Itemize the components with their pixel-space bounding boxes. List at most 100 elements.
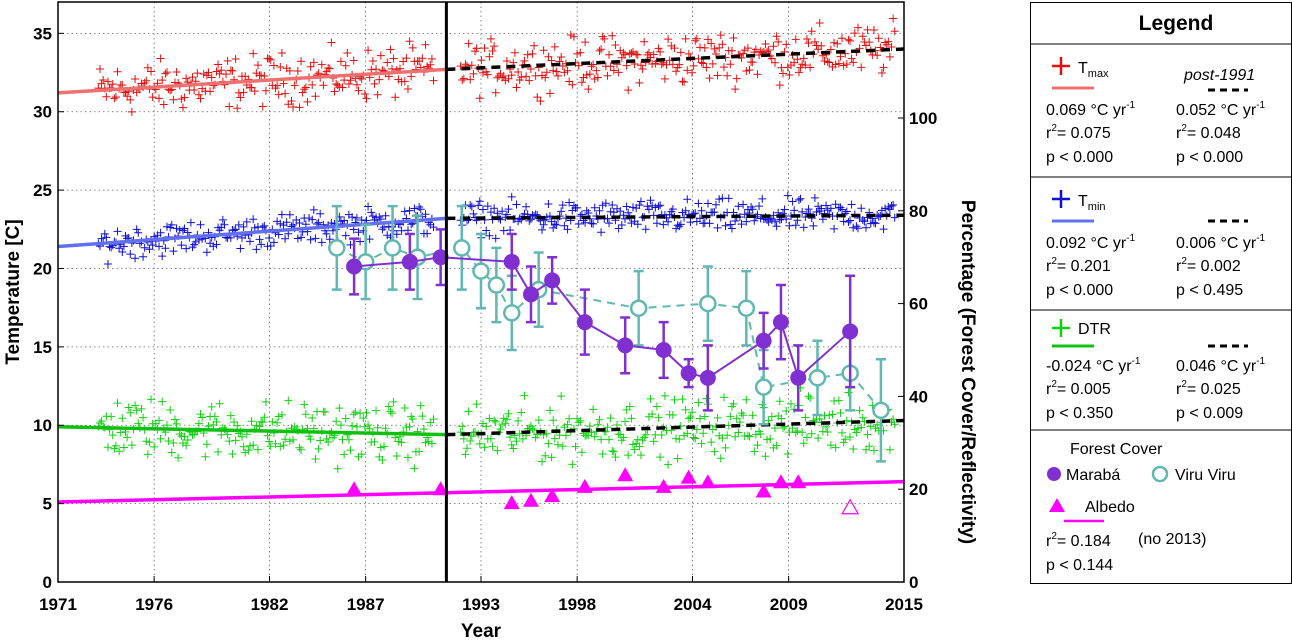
- tmax-point: [584, 85, 593, 94]
- tmax-point: [239, 88, 248, 97]
- tmax-point: [587, 62, 596, 71]
- tmax-point: [793, 55, 802, 64]
- tmax-point: [225, 102, 234, 111]
- dtr-point: [198, 413, 207, 422]
- x-tick-label: 1998: [558, 595, 596, 614]
- dtr-point: [520, 391, 529, 400]
- tmin-point: [490, 204, 499, 213]
- dtr-point: [606, 414, 615, 423]
- tmax-point: [633, 50, 642, 59]
- tmin-point: [826, 204, 835, 213]
- dtr-point: [739, 411, 748, 420]
- tmax-point: [600, 34, 609, 43]
- dtr-point: [684, 414, 693, 423]
- tmin-point: [285, 210, 294, 219]
- dtr-point: [565, 414, 574, 423]
- viru-viru-point: [629, 299, 648, 317]
- tmin-point: [879, 225, 888, 234]
- dtr-point: [699, 429, 708, 438]
- y-tick-label: 25: [33, 181, 52, 200]
- tmax-point: [343, 48, 352, 57]
- tmax-point: [362, 94, 371, 103]
- tmax-point: [514, 68, 523, 77]
- tmin-point: [860, 217, 869, 226]
- dtr-point: [542, 429, 551, 438]
- tmax-point: [719, 63, 728, 72]
- albedo-point: [790, 474, 807, 489]
- tmin-point: [831, 200, 840, 209]
- dtr-point: [426, 418, 435, 427]
- tmax-point: [327, 38, 336, 47]
- dtr-point: [333, 464, 342, 473]
- tmax-point: [258, 102, 267, 111]
- tmin-point: [715, 195, 724, 204]
- dtr-point: [405, 422, 414, 431]
- albedo-point: [503, 495, 520, 510]
- tmin-point: [836, 203, 845, 212]
- dtr-point: [480, 443, 489, 452]
- tmin-point: [798, 207, 807, 216]
- dtr-point: [403, 453, 412, 462]
- tmin-r2-pre: r2= 0.201: [1046, 256, 1111, 275]
- tmax-point: [707, 39, 716, 48]
- tmin-point: [218, 215, 227, 224]
- tmax-point: [346, 76, 355, 85]
- viru-viru-point: [383, 239, 402, 257]
- dtr-p-post: p < 0.009: [1176, 405, 1243, 422]
- tmin-point: [282, 218, 291, 227]
- dtr-point: [826, 441, 835, 450]
- tmin-point: [668, 205, 677, 214]
- tmax-point: [293, 66, 302, 75]
- dtr-point: [142, 437, 151, 446]
- dtr-point: [688, 408, 697, 417]
- tmax-point: [657, 60, 666, 69]
- viru-viru-line: [336, 246, 882, 411]
- tmax-point: [403, 85, 412, 94]
- tmin-point: [739, 200, 748, 209]
- dtr-point: [316, 436, 325, 445]
- tmax-point: [265, 54, 274, 63]
- tmax-point: [742, 66, 751, 75]
- tmin-point: [266, 242, 275, 251]
- tmin-point: [621, 214, 630, 223]
- y-right-tick-label: 20: [909, 480, 928, 499]
- tmin-point: [140, 243, 149, 252]
- dtr-point: [238, 432, 247, 441]
- dtr-point: [737, 409, 746, 418]
- tmax-point: [801, 61, 810, 70]
- dtr-point: [344, 435, 353, 444]
- tmax-point: [740, 46, 749, 55]
- tmin-point: [381, 211, 390, 220]
- tmax-point: [399, 57, 408, 66]
- tmin-point: [641, 225, 650, 234]
- tmin-point: [311, 234, 320, 243]
- dtr-point: [364, 420, 373, 429]
- tmax-point: [823, 57, 832, 66]
- viru-viru-point: [472, 262, 490, 280]
- tmin-r2-post: r2= 0.002: [1176, 256, 1241, 275]
- tmax-point: [429, 76, 438, 85]
- dtr-point: [158, 397, 167, 406]
- tmax-point: [352, 80, 361, 89]
- tmax-point: [767, 54, 776, 63]
- trend-lines: [57, 47, 905, 504]
- tmin-point: [648, 201, 657, 210]
- tmin-point: [731, 217, 740, 226]
- legend-frame: [1030, 2, 1292, 584]
- dtr-point: [885, 445, 894, 454]
- tmin-point: [522, 202, 531, 211]
- tmax-point: [273, 81, 282, 90]
- dtr-point: [547, 453, 556, 462]
- tmax-point: [826, 45, 835, 54]
- tmin-point: [169, 247, 178, 256]
- dtr-point: [127, 441, 136, 450]
- dtr-point: [814, 434, 823, 443]
- tmin-point: [482, 226, 491, 235]
- dtr-point: [861, 445, 870, 454]
- dtr-point: [573, 414, 582, 423]
- dtr-point: [598, 450, 607, 459]
- dtr-point: [696, 414, 705, 423]
- tmin-point: [830, 224, 839, 233]
- tmax-point: [849, 58, 858, 67]
- dtr-point: [228, 450, 237, 459]
